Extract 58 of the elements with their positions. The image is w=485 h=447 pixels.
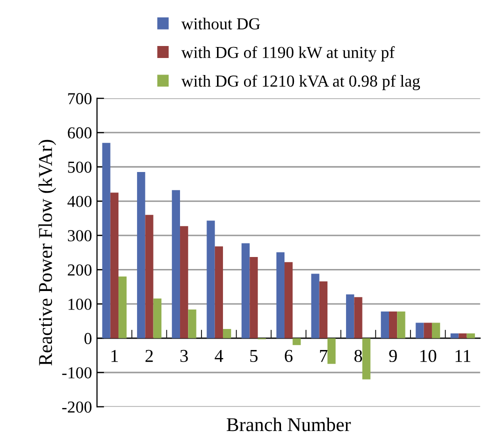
bar xyxy=(118,276,127,338)
legend-label: with DG of 1190 kW at unity pf xyxy=(181,46,395,62)
bar xyxy=(206,220,215,338)
y-tick-label: 100 xyxy=(68,298,92,310)
x-tick-label: 1 xyxy=(111,350,118,362)
y-tick-label: 500 xyxy=(68,162,92,173)
y-axis-title: Reactive Power Flow (kVAr) xyxy=(38,140,56,366)
bar xyxy=(311,274,320,338)
legend-label: with DG of 1210 kVA at 0.98 pf lag xyxy=(181,74,420,90)
x-tick-label: 9 xyxy=(389,350,397,362)
y-tick-label: 700 xyxy=(68,93,92,104)
bar xyxy=(102,142,110,338)
x-tick-label: 7 xyxy=(320,350,328,362)
bar xyxy=(145,214,154,338)
x-tick-label: 10 xyxy=(420,350,436,362)
bar xyxy=(292,338,301,346)
bar xyxy=(153,298,162,338)
bar xyxy=(466,333,475,338)
bar xyxy=(432,322,440,338)
y-tick-label: 600 xyxy=(68,127,92,139)
y-tick-label: 300 xyxy=(68,230,92,242)
bar xyxy=(416,322,424,338)
bar xyxy=(397,312,406,338)
bar xyxy=(346,294,354,338)
bar xyxy=(250,257,258,338)
bar xyxy=(450,333,459,338)
x-tick-label: 3 xyxy=(180,350,188,362)
bar xyxy=(389,312,398,338)
y-tick-label: 0 xyxy=(84,332,92,344)
bar xyxy=(242,243,250,338)
x-tick-label: 11 xyxy=(456,350,470,362)
y-tick-label: 400 xyxy=(67,196,92,208)
bar xyxy=(137,172,146,338)
bar xyxy=(188,309,196,338)
bar xyxy=(327,338,336,364)
bar xyxy=(172,190,180,338)
y-tick-label: 200 xyxy=(68,264,92,276)
y-tick-label: -200 xyxy=(62,401,92,413)
bar xyxy=(362,338,370,380)
x-tick-label: 5 xyxy=(250,350,258,362)
bar xyxy=(284,262,293,338)
x-axis-title: Branch Number xyxy=(226,418,351,432)
bar xyxy=(180,226,188,338)
x-tick-label: 6 xyxy=(284,350,293,362)
x-tick-label: 8 xyxy=(354,350,362,362)
legend-label: without DG xyxy=(181,18,260,30)
x-tick-label: 2 xyxy=(146,350,153,362)
bar xyxy=(380,312,390,338)
bar xyxy=(222,328,232,338)
bar xyxy=(458,333,467,338)
y-tick-label: -100 xyxy=(62,367,92,378)
bar xyxy=(276,252,285,338)
bar xyxy=(214,246,223,338)
bar xyxy=(424,322,432,338)
x-tick-label: 4 xyxy=(214,350,224,362)
bar xyxy=(354,297,362,338)
bar xyxy=(110,192,118,338)
bar xyxy=(319,281,328,338)
